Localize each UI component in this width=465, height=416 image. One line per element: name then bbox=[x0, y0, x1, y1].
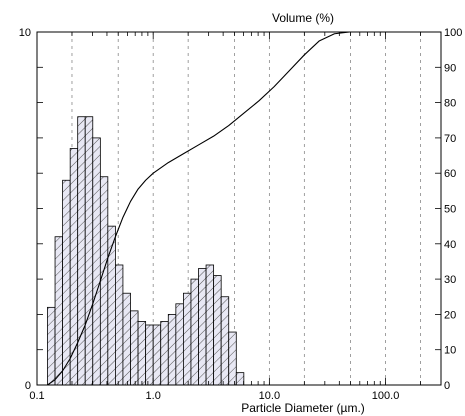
histogram-bar-4 bbox=[77, 116, 86, 386]
y-left-tick-label-0: 0 bbox=[25, 380, 31, 392]
y-right-tick-label-9: 90 bbox=[444, 62, 456, 74]
histogram-bar-11 bbox=[130, 310, 139, 386]
histogram-bar-5 bbox=[84, 116, 94, 386]
y-right-tick-label-7: 70 bbox=[444, 133, 456, 145]
histogram-bar-23 bbox=[220, 296, 230, 386]
y-left-tick-label-1: 10 bbox=[19, 27, 31, 39]
histogram-bar-16 bbox=[167, 313, 177, 386]
histogram-bar-25 bbox=[235, 372, 245, 386]
y-right-tick-label-10: 100 bbox=[444, 27, 462, 39]
histogram-bar-20 bbox=[198, 268, 207, 386]
y-right-tick-label-4: 40 bbox=[444, 239, 456, 251]
histogram-bar-9 bbox=[115, 264, 124, 386]
x-axis-title: Particle Diameter (µm.) bbox=[241, 401, 365, 415]
x-tick-label-0: 0.1 bbox=[29, 390, 44, 402]
histogram-bar-10 bbox=[122, 292, 131, 386]
cumulative-volume-line bbox=[47, 31, 441, 386]
y-right-tick-label-1: 10 bbox=[444, 345, 456, 357]
x-tick-label-2: 10.0 bbox=[259, 390, 280, 402]
histogram-bars bbox=[47, 116, 245, 386]
y-right-tick-label-2: 20 bbox=[444, 309, 456, 321]
histogram-bar-21 bbox=[205, 264, 215, 386]
histogram-bar-1 bbox=[54, 236, 63, 386]
histogram-bar-0 bbox=[47, 306, 56, 386]
cumulative-line-layer bbox=[47, 31, 441, 386]
histogram-bar-12 bbox=[137, 321, 147, 386]
y-right-tick-label-0: 0 bbox=[444, 380, 450, 392]
histogram-bar-2 bbox=[62, 179, 71, 386]
histogram-bar-6 bbox=[92, 137, 101, 386]
ticks-layer bbox=[36, 31, 442, 386]
histogram-bar-13 bbox=[145, 324, 154, 386]
histogram-bar-22 bbox=[213, 275, 222, 386]
x-tick-label-3: 100.0 bbox=[372, 390, 400, 402]
histogram-bar-18 bbox=[183, 292, 192, 386]
histogram-bar-14 bbox=[152, 324, 162, 386]
histogram-bar-8 bbox=[107, 225, 116, 386]
right-axis-title: Volume (%) bbox=[272, 11, 334, 25]
y-right-tick-label-3: 30 bbox=[444, 274, 456, 286]
histogram-bar-17 bbox=[175, 303, 184, 386]
histogram-bar-19 bbox=[190, 278, 199, 386]
y-right-tick-label-8: 80 bbox=[444, 98, 456, 110]
y-right-tick-label-6: 60 bbox=[444, 168, 456, 180]
histogram-bar-24 bbox=[228, 331, 237, 386]
histogram-bar-7 bbox=[99, 176, 109, 386]
histogram-bar-15 bbox=[160, 321, 169, 386]
y-right-tick-label-5: 50 bbox=[444, 204, 456, 216]
x-tick-label-1: 1.0 bbox=[146, 390, 161, 402]
